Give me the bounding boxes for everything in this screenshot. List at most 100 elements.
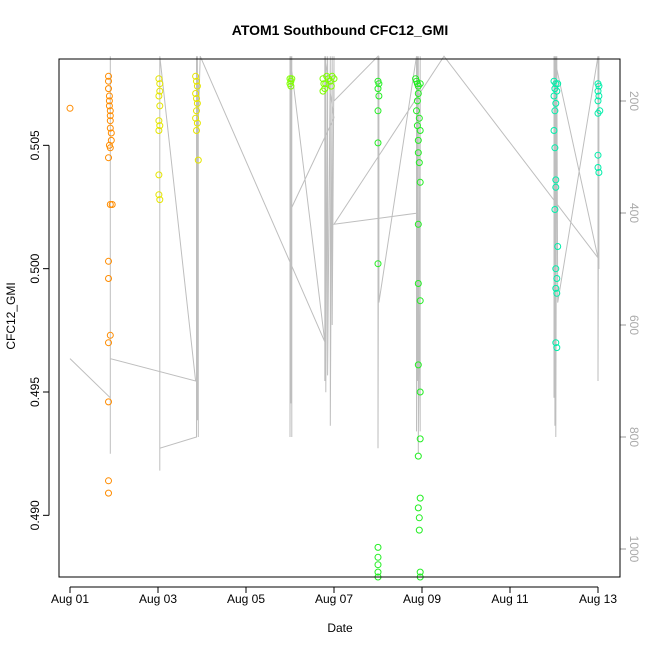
data-point [413,107,420,115]
data-point [552,183,560,191]
data-point [105,72,112,80]
data-point [192,72,200,80]
data-point [156,87,164,95]
plot-frame [58,58,621,578]
data-point [415,526,423,534]
data-point [552,99,560,107]
data-point [416,494,424,502]
data-point [375,80,383,88]
data-point [105,92,113,100]
data-point [414,90,422,97]
x-tick-label: Aug 07 [315,592,353,606]
data-point [105,85,112,93]
data-point [193,77,200,85]
data-point [192,114,200,122]
data-point [193,82,201,90]
data-point [595,92,603,100]
right-tick-label: 600 [627,315,641,335]
data-point [105,489,112,497]
data-point [416,435,424,443]
data-point [553,289,561,297]
data-point [594,97,602,105]
data-point [414,504,422,512]
right-tick-label: 400 [627,203,641,223]
data-point [416,297,424,305]
data-point [374,139,382,147]
data-point [594,164,602,171]
right-tick-label: 800 [627,427,641,447]
data-point [553,344,561,352]
data-point [193,99,201,107]
right-tick-label: 200 [627,91,641,111]
data-point [193,95,200,102]
data-point [320,80,328,88]
data-point [551,144,559,152]
data-point [413,97,421,105]
data-point [155,171,163,179]
data-point [155,117,163,125]
right-tick-label: 1000 [627,536,641,563]
y-tick-label: 0.490 [28,500,42,530]
data-point [105,398,112,406]
data-point [594,87,602,95]
data-point [194,156,202,164]
data-point [552,176,560,184]
data-point [414,136,422,144]
y-tick-label: 0.495 [28,377,42,407]
data-point [106,112,114,120]
data-point [156,196,164,204]
x-tick-label: Aug 05 [227,592,265,606]
data-point [553,275,561,282]
data-point [414,149,422,157]
altitude-line [69,54,600,471]
data-point [106,117,114,125]
data-point [415,159,423,167]
data-point [551,206,559,213]
data-point [550,92,558,100]
data-point [374,561,382,569]
chart-title: ATOM1 Southbound CFC12_GMI [232,22,448,38]
data-point [551,107,559,115]
data-point [594,151,602,159]
data-point [327,82,335,90]
data-point [416,388,424,396]
data-point [595,169,603,176]
data-point [594,109,602,117]
data-point [105,97,113,105]
data-point [595,82,603,90]
data-point [66,104,74,112]
data-point [552,80,560,88]
data-point [414,361,422,369]
x-tick-label: Aug 03 [139,592,177,606]
data-point [374,85,382,93]
data-point [374,543,382,551]
data-point [193,119,201,127]
data-point [330,75,338,83]
data-point [414,280,422,287]
data-point [374,260,382,268]
data-point [193,107,200,115]
data-point [552,339,560,347]
data-point [414,220,422,228]
data-point [155,127,163,134]
data-point [374,107,382,115]
data-point [106,201,114,208]
data-point [155,75,163,83]
data-point [105,275,112,282]
data-points [66,72,604,581]
data-point [286,80,294,88]
axes: Aug 01 Aug 03 Aug 05 Aug 07 Aug 09 Aug 11 Aug … [28,91,641,606]
data-point [156,102,164,110]
data-point [106,107,114,115]
data-point [552,265,560,273]
data-point [374,553,382,561]
data-point [105,339,112,347]
data-point [552,284,560,292]
data-point [105,154,112,162]
data-point [105,77,112,85]
data-point [554,243,562,250]
data-point [155,191,163,199]
data-point [416,80,424,88]
data-point [375,92,383,100]
data-point [106,331,114,339]
